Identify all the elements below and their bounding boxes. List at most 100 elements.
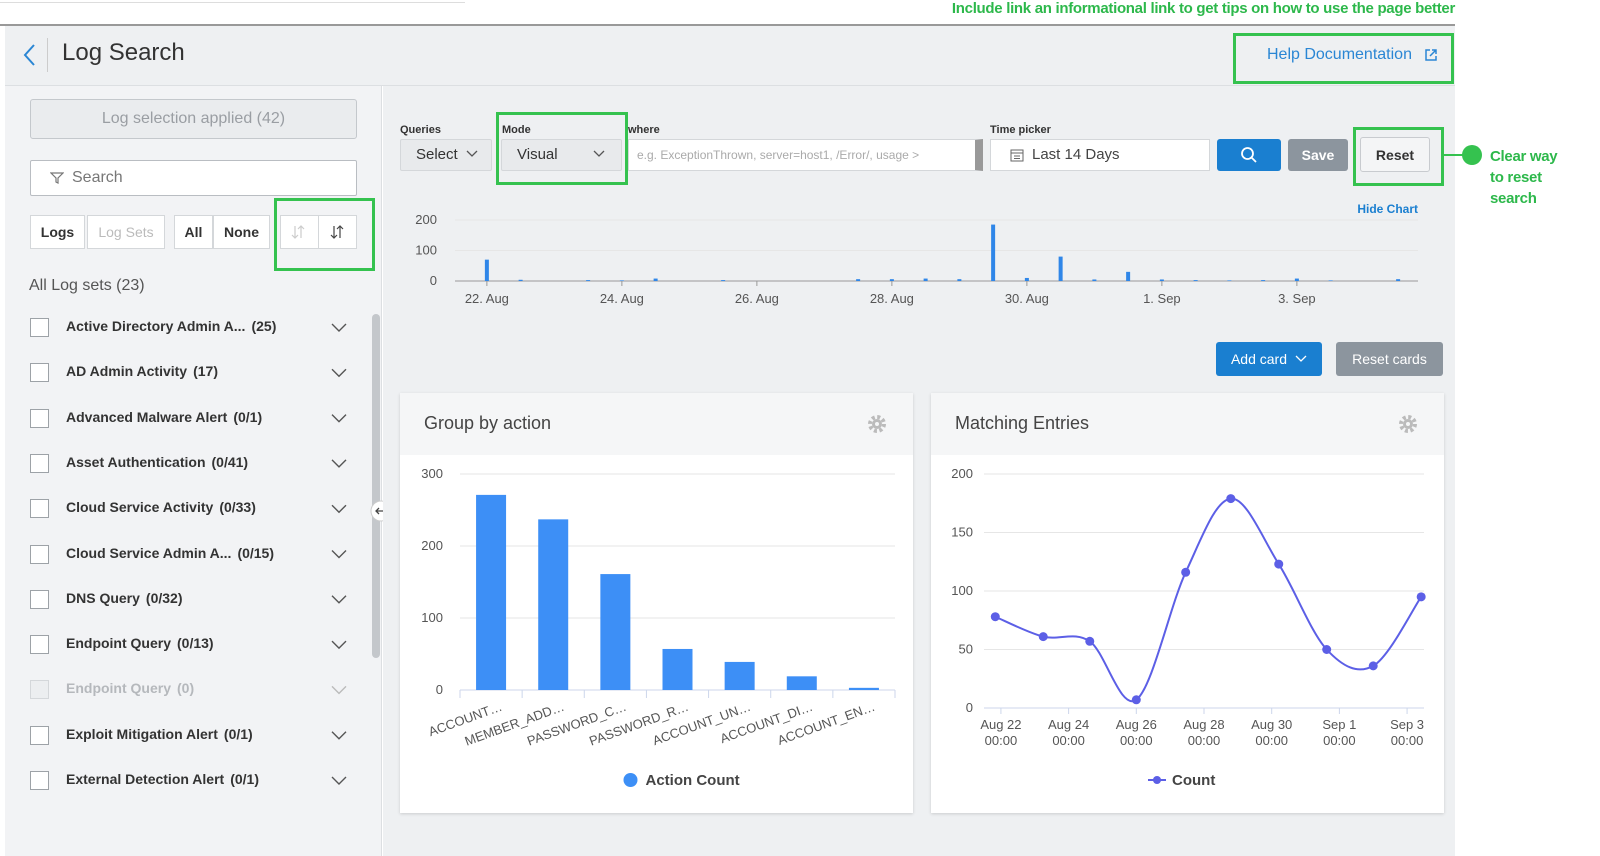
sort-desc[interactable] [330,224,344,240]
x-tick-label: 3. Sep [1278,291,1316,306]
log-set-item[interactable]: Exploit Mitigation Alert (0/1) [66,726,253,742]
checkbox[interactable] [30,771,49,790]
expand-chevron [331,414,347,423]
log-set-item[interactable]: Advanced Malware Alert (0/1) [66,409,262,425]
help-link[interactable]: Help Documentation [1267,46,1412,63]
checkbox[interactable] [30,725,49,745]
bar [1159,279,1164,281]
card-title: Group by action [424,413,552,433]
where-placeholder: e.g. ExceptionThrown, server=host1, /Err… [637,148,920,162]
point [1416,592,1426,602]
annotation: Clear way to reset search [1490,148,1558,207]
x-tick-label: Aug 24 00:00 [1048,717,1090,748]
y-tick-label: 200 [421,538,443,553]
add-card-label: Add card [1230,351,1288,367]
highlight [1233,33,1454,84]
checkbox[interactable] [30,499,49,519]
checkbox[interactable] [30,363,49,383]
log-set-item[interactable]: Active Directory Admin A... (25) [66,318,276,334]
selection-button[interactable]: Log selection applied (42) [30,99,357,139]
log-set-item[interactable]: DNS Query (0/32) [66,590,183,606]
bar [856,279,861,281]
y-tick-label: 200 [415,212,437,227]
x-tick-label: 1. Sep [1143,291,1181,306]
x-tick-label: 30. Aug [1005,291,1049,306]
expand-chevron [331,776,347,785]
checkbox[interactable] [30,635,49,655]
search-button[interactable] [1217,139,1281,171]
log-set-item[interactable]: AD Admin Activity (17) [66,363,218,379]
mode-select[interactable] [501,139,622,171]
tab[interactable]: None [213,215,270,249]
checkbox[interactable] [30,589,49,609]
expand-chevron [331,731,347,740]
y-tick-label: 100 [421,610,443,625]
filter-icon [50,172,64,184]
settings-icon[interactable] [1397,413,1419,435]
y-tick-label: 50 [959,642,973,657]
bar [586,280,591,281]
legend-swatch [623,773,638,787]
hide-chart-link[interactable]: Hide Chart [1357,202,1418,216]
checkbox[interactable] [30,680,49,700]
highlight [274,198,375,271]
checkbox[interactable] [30,408,49,428]
item-name: External Detection Alert [66,771,225,787]
tab[interactable]: Logs [30,215,85,249]
bar [619,280,624,281]
bar [786,676,817,690]
item-count: (0/1) [233,408,263,425]
bar [1058,256,1063,281]
bar [1126,271,1131,281]
bar [957,279,962,281]
search-input[interactable] [30,160,357,196]
item-name: Exploit Mitigation Alert [66,725,218,742]
log-set-item[interactable]: External Detection Alert (0/1) [66,771,259,787]
expand-chevron [331,685,347,695]
expand-chevron [331,459,347,468]
back-button[interactable] [20,42,40,68]
reset-cards-button[interactable]: Reset cards [1336,342,1443,376]
log-set-item[interactable]: Endpoint Query (0) [66,680,194,696]
bar [991,224,996,281]
callout-dot [1462,145,1482,165]
log-set-item[interactable]: Cloud Service Admin A... (0/15) [66,545,274,561]
checkbox[interactable] [30,544,49,564]
checkbox[interactable] [30,453,49,473]
field-label: Mode [502,124,531,136]
bar [1227,280,1232,281]
sort-asc[interactable] [291,224,305,240]
expand-chevron [331,595,347,604]
item-name: Active Directory Admin A... [66,318,246,334]
save-button[interactable]: Save [1288,139,1348,171]
item-count: (0/1) [230,771,259,787]
tab[interactable]: All [174,215,213,249]
x-tick-label: 24. Aug [600,291,644,306]
add-card-button[interactable]: Add card [1216,342,1322,376]
reset-button[interactable]: Reset [1360,137,1430,172]
checkbox[interactable] [30,318,49,337]
log-set-item[interactable]: Endpoint Query (0/13) [66,635,214,651]
callout-line [1444,154,1470,156]
item-name: Endpoint Query [66,635,171,652]
x-tick-label: Aug 28 00:00 [1183,717,1225,748]
settings-icon[interactable] [866,413,888,435]
time-picker[interactable] [990,139,1210,171]
card [931,393,1444,813]
y-tick-label: 300 [421,466,443,481]
search-placeholder: Search [72,169,123,186]
item-name: Asset Authentication [66,453,206,470]
where-input[interactable] [628,139,983,171]
queries-select[interactable] [400,139,492,171]
point [990,612,1000,622]
point [1131,695,1141,705]
bar [476,494,507,690]
chevron [1295,355,1307,362]
log-set-item[interactable]: Cloud Service Activity (0/33) [66,499,256,515]
log-set-item[interactable]: Asset Authentication (0/41) [66,454,248,470]
separator [318,215,319,249]
tab[interactable]: Log Sets [87,215,165,249]
item-name: Cloud Service Admin A... [66,544,232,561]
